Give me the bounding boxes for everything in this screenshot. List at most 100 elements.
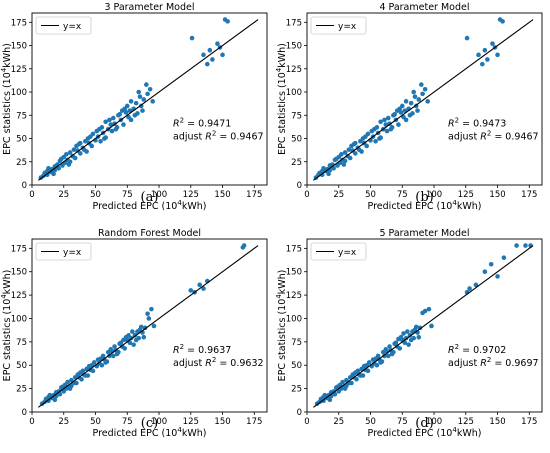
data-point [482,269,488,275]
data-point [89,143,95,149]
legend-label: y=x [63,248,82,258]
data-point [331,165,336,171]
data-point [490,41,495,46]
legend-box [310,242,367,261]
x-tick-label: 175 [521,190,537,200]
reference-line [38,245,259,408]
r2-annotation: R2 = 0.9702 [448,343,506,356]
data-point [342,150,348,155]
x-tick-label: 25 [58,417,69,427]
y-axis-label: EPC statistics (104kWh) [275,43,288,155]
data-point [332,391,338,397]
data-point [373,356,378,361]
data-point [419,82,424,87]
x-tick-label: 75 [122,190,133,200]
data-point [426,306,432,312]
x-tick-label: 100 [426,417,442,427]
y-tick-label: 125 [286,65,302,75]
data-point [110,115,116,121]
data-point [207,47,213,53]
x-tick-label: 100 [151,190,167,200]
data-point [403,117,409,123]
data-point [189,35,195,41]
data-point [389,351,395,357]
data-point [67,150,73,155]
data-point [144,82,149,87]
data-point [358,373,363,378]
data-point [397,106,403,112]
data-point [425,99,430,104]
legend: y=x [310,242,367,261]
axes-frame [31,12,268,186]
data-point [151,323,157,329]
data-point [133,337,139,343]
data-point [210,57,215,62]
subplot-4: 5 Parameter Model 0 25 50 75 100 125 150 175 0 25 5… [275,228,543,439]
data-point [385,115,391,121]
legend: y=x [35,16,92,35]
data-point [67,386,73,391]
x-tick-label: 50 [365,417,376,427]
r2-annotation: R2 = 0.9637 [173,343,231,356]
data-point [44,168,50,174]
x-tick-label: 50 [90,417,101,427]
r2-annotation: R2 = 0.9471 [173,117,231,130]
data-point [383,122,389,127]
y-tick-label: 150 [286,268,302,278]
y-tick-label: 0 [22,408,27,418]
data-point [121,122,126,127]
data-point [352,151,358,156]
data-point [225,19,230,24]
x-tick-label: 75 [397,417,408,427]
data-point [403,99,409,104]
data-point [103,119,108,125]
data-point [60,384,65,390]
data-point [397,346,403,351]
data-point [393,340,399,346]
data-point [365,368,371,374]
y-tick-label: 175 [286,18,302,28]
data-point [71,147,77,152]
data-point [408,337,414,343]
data-point [89,362,95,368]
data-point [464,35,470,41]
data-point [420,91,425,97]
data-point [88,134,93,139]
data-point [98,139,103,144]
y-tick-label: 100 [11,88,27,98]
data-point [133,100,139,106]
adjusted-r2-annotation: adjust R2 = 0.9697 [448,356,539,369]
data-point [405,329,410,334]
legend-label: y=x [338,22,357,32]
data-point [102,136,107,141]
data-point [388,126,394,132]
data-point [411,89,417,95]
data-point [333,156,339,162]
data-point [422,86,428,92]
y-tick-label: 50 [291,135,302,145]
data-point [398,334,404,340]
data-point [201,286,206,291]
data-point [349,380,354,386]
x-axis-label: Predicted EPC (104kWh) [368,199,482,212]
y-tick-label: 175 [11,244,27,254]
data-point [321,394,326,400]
data-point [51,171,56,177]
subplot-caption: (b) [415,190,433,205]
y-tick-label: 25 [291,385,302,395]
data-point [123,334,129,340]
y-tick-label: 25 [16,158,27,168]
data-point [65,379,70,385]
legend-box [35,242,92,261]
data-point [377,136,382,141]
data-point [467,286,472,291]
x-tick-label: 50 [90,190,101,200]
data-point [141,97,147,102]
legend: y=x [35,242,92,261]
y-tick-label: 0 [297,408,302,418]
x-tick-label: 100 [426,190,442,200]
data-point [74,380,79,386]
data-point [122,106,128,112]
y-tick-label: 75 [291,338,302,348]
